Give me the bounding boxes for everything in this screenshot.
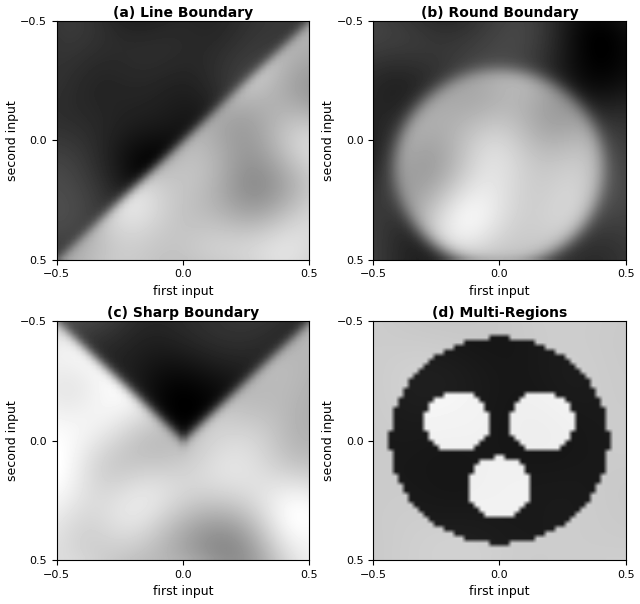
Y-axis label: second input: second input [322,100,335,181]
X-axis label: first input: first input [469,585,530,599]
Y-axis label: second input: second input [6,400,19,481]
Title: (d) Multi-Regions: (d) Multi-Regions [432,306,567,320]
X-axis label: first input: first input [152,285,213,298]
Y-axis label: second input: second input [6,100,19,181]
Y-axis label: second input: second input [322,400,335,481]
Title: (a) Line Boundary: (a) Line Boundary [113,5,253,19]
Title: (c) Sharp Boundary: (c) Sharp Boundary [107,306,259,320]
X-axis label: first input: first input [152,585,213,599]
Title: (b) Round Boundary: (b) Round Boundary [420,5,578,19]
X-axis label: first input: first input [469,285,530,298]
